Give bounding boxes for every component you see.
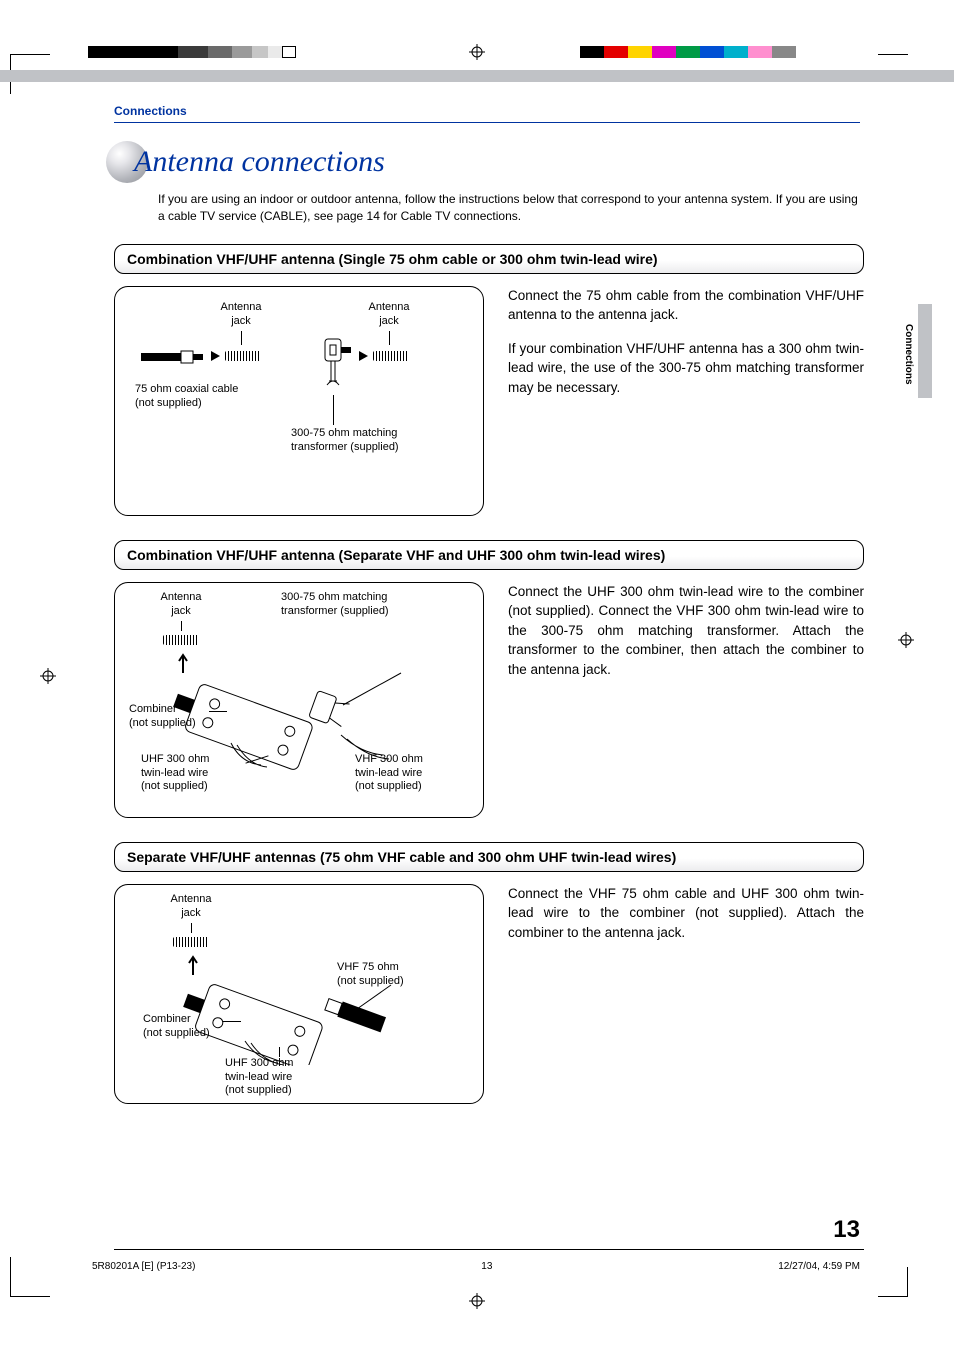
coax-cable-icon xyxy=(141,347,211,367)
section-1-body: Antennajack 75 ohm coaxial cable(not sup… xyxy=(114,286,864,516)
page-number: 13 xyxy=(833,1216,860,1244)
label-antenna-jack: Antennajack xyxy=(151,591,211,619)
label-combiner: Combiner(not supplied) xyxy=(129,703,209,731)
label-vhf-wire: VHF 300 ohmtwin-lead wire(not supplied) xyxy=(355,753,455,794)
antenna-jack-icon xyxy=(163,633,199,647)
intro-text: If you are using an indoor or outdoor an… xyxy=(158,191,860,226)
label-antenna-jack: Antennajack xyxy=(359,301,419,329)
page-number-rule xyxy=(114,1249,864,1250)
desc-3-p1: Connect the VHF 75 ohm cable and UHF 300… xyxy=(508,884,864,943)
diagram-1: Antennajack 75 ohm coaxial cable(not sup… xyxy=(114,286,484,516)
registration-mark-icon xyxy=(469,1293,485,1309)
label-antenna-jack: Antennajack xyxy=(211,301,271,329)
footer-right: 12/27/04, 4:59 PM xyxy=(778,1261,860,1272)
antenna-jack-icon xyxy=(173,935,209,949)
desc-2-p1: Connect the UHF 300 ohm twin-lead wire t… xyxy=(508,582,864,680)
antenna-jack-icon xyxy=(373,349,409,363)
registration-mark-icon xyxy=(40,668,56,684)
title: Antenna connections xyxy=(106,141,880,183)
label-transformer: 300-75 ohm matchingtransformer (supplied… xyxy=(291,427,431,455)
label-transformer: 300-75 ohm matchingtransformer (supplied… xyxy=(281,591,431,619)
print-marks-bottom xyxy=(0,1289,954,1313)
label-uhf-wire: UHF 300 ohmtwin-lead wire(not supplied) xyxy=(225,1057,325,1098)
label-combiner: Combiner(not supplied) xyxy=(143,1013,223,1041)
label-vhf75: VHF 75 ohm(not supplied) xyxy=(337,961,433,989)
subheading-1: Combination VHF/UHF antenna (Single 75 o… xyxy=(114,244,864,274)
header-band xyxy=(0,70,954,82)
footer: 5R80201A [E] (P13-23) 13 12/27/04, 4:59 … xyxy=(92,1261,860,1272)
transformer-icon xyxy=(311,337,345,385)
crop-mark xyxy=(878,54,908,55)
diagram-3: Antennajack xyxy=(114,884,484,1104)
section-label: Connections xyxy=(114,104,880,118)
subheading-3: Separate VHF/UHF antennas (75 ohm VHF ca… xyxy=(114,842,864,872)
section-2-body: Antennajack 300-75 ohm matchingtransform… xyxy=(114,582,864,818)
antenna-jack-icon xyxy=(225,349,261,363)
desc-2: Connect the UHF 300 ohm twin-lead wire t… xyxy=(508,582,864,694)
desc-1-p1: Connect the 75 ohm cable from the combin… xyxy=(508,286,864,325)
registration-mark-icon xyxy=(469,44,485,60)
label-coax: 75 ohm coaxial cable(not supplied) xyxy=(135,383,265,411)
label-uhf-wire: UHF 300 ohmtwin-lead wire(not supplied) xyxy=(141,753,241,794)
desc-1: Connect the 75 ohm cable from the combin… xyxy=(508,286,864,412)
page: Connections Antenna connections If you a… xyxy=(60,70,880,1280)
side-tab-label: Connections xyxy=(903,324,914,385)
section-3-body: Antennajack xyxy=(114,884,864,1104)
registration-mark-icon xyxy=(898,632,914,648)
subheading-2: Combination VHF/UHF antenna (Separate VH… xyxy=(114,540,864,570)
desc-1-p2: If your combination VHF/UHF antenna has … xyxy=(508,339,864,398)
arrow-icon xyxy=(211,351,220,361)
side-tab xyxy=(918,304,932,398)
diagram-2: Antennajack 300-75 ohm matchingtransform… xyxy=(114,582,484,818)
arrow-icon xyxy=(359,351,368,361)
desc-3: Connect the VHF 75 ohm cable and UHF 300… xyxy=(508,884,864,957)
footer-center: 13 xyxy=(481,1261,492,1272)
label-antenna-jack: Antennajack xyxy=(161,893,221,921)
print-marks-top xyxy=(0,38,954,68)
page-title: Antenna connections xyxy=(134,145,385,179)
section-underline xyxy=(114,122,860,123)
footer-left: 5R80201A [E] (P13-23) xyxy=(92,1261,195,1272)
